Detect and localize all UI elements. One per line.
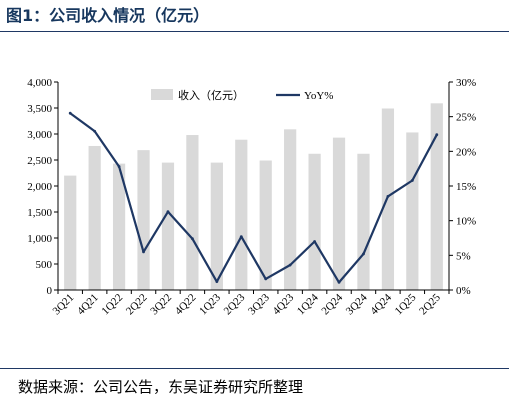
- y-right-tick-label: 30%: [456, 77, 476, 89]
- legend-label-bar: 收入（亿元）: [178, 88, 244, 102]
- bar-3Q22: [161, 162, 175, 290]
- bar-2Q25: [430, 103, 443, 290]
- yoy-point-4Q21: [93, 129, 97, 133]
- bar-4Q24: [381, 108, 395, 291]
- x-tick-label-4Q22: 4Q22: [173, 292, 199, 318]
- legend-label-line: YoY%: [304, 90, 333, 102]
- y-left-tick-label: 4,000: [27, 77, 52, 89]
- bar-1Q23: [210, 162, 223, 290]
- y-right-tick-label: 25%: [456, 112, 476, 124]
- yoy-point-1Q23: [215, 280, 219, 284]
- x-tick-label-4Q23: 4Q23: [271, 291, 297, 317]
- y-right-tick-label: 10%: [456, 216, 476, 228]
- x-tick-label-3Q21: 3Q21: [51, 292, 77, 318]
- title-rule: [0, 31, 509, 32]
- x-tick-label-3Q22: 3Q22: [148, 292, 174, 318]
- y-left-tick-label: 3,500: [27, 103, 52, 115]
- y-left-tick-label: 1,500: [27, 207, 52, 219]
- y-right-tick-label: 15%: [456, 181, 476, 193]
- yoy-point-3Q21: [68, 111, 72, 115]
- y-left-tick-label: 1,000: [27, 233, 52, 245]
- yoy-point-2Q24: [337, 280, 341, 284]
- legend-swatch-bar: [151, 89, 173, 100]
- yoy-point-4Q23: [288, 263, 292, 267]
- x-tick-label-2Q24: 2Q24: [319, 291, 345, 317]
- bar-2Q22: [137, 150, 150, 290]
- yoy-point-2Q23: [239, 235, 243, 239]
- bar-3Q24: [357, 153, 370, 290]
- x-tick-label-3Q24: 3Q24: [344, 291, 370, 317]
- y-left-tick-label: 3,000: [27, 129, 52, 141]
- bar-4Q21: [88, 145, 101, 290]
- x-tick-label-1Q25: 1Q25: [393, 291, 419, 317]
- y-right-tick-label: 5%: [456, 250, 471, 262]
- yoy-point-1Q22: [117, 165, 121, 168]
- source-rule: [0, 368, 509, 369]
- yoy-point-4Q22: [191, 237, 194, 241]
- bar-3Q23: [259, 160, 272, 290]
- x-tick-label-2Q22: 2Q22: [124, 292, 150, 318]
- bar-2Q23: [235, 139, 248, 290]
- bar-4Q23: [284, 129, 297, 290]
- x-tick-label-1Q22: 1Q22: [99, 292, 125, 318]
- bar-4Q22: [186, 135, 199, 290]
- yoy-point-1Q24: [313, 240, 316, 243]
- x-tick-label-2Q25: 2Q25: [417, 291, 443, 317]
- yoy-point-1Q25: [410, 179, 414, 182]
- bar-1Q22: [112, 163, 126, 290]
- yoy-point-3Q24: [362, 252, 365, 256]
- x-tick-label-4Q21: 4Q21: [75, 292, 101, 318]
- yoy-point-3Q23: [264, 277, 268, 281]
- y-left-tick-label: 0: [47, 285, 53, 297]
- yoy-line: [69, 112, 438, 284]
- yoy-point-2Q22: [142, 250, 145, 254]
- y-left-tick-label: 500: [36, 259, 53, 271]
- y-right-tick-label: 0%: [456, 285, 471, 297]
- source-note: 数据来源：公司公告，东吴证券研究所整理: [18, 378, 304, 396]
- figure-title: 图1：公司收入情况（亿元）: [6, 6, 210, 25]
- bar-2Q24: [332, 137, 346, 290]
- yoy-point-3Q22: [166, 210, 170, 214]
- x-tick-label-1Q24: 1Q24: [295, 291, 321, 317]
- yoy-point-4Q24: [386, 195, 390, 198]
- x-tick-label-3Q23: 3Q23: [246, 291, 272, 317]
- x-tick-label-4Q24: 4Q24: [368, 291, 394, 317]
- bar-1Q24: [308, 153, 321, 290]
- y-left-tick-label: 2,500: [27, 155, 52, 167]
- x-tick-label-1Q23: 1Q23: [197, 291, 223, 317]
- x-tick-label-2Q23: 2Q23: [222, 291, 248, 317]
- bar-3Q21: [64, 175, 77, 290]
- bar-1Q25: [406, 132, 419, 290]
- yoy-point-2Q25: [435, 133, 439, 137]
- y-left-tick-label: 2,000: [27, 181, 52, 193]
- y-right-tick-label: 20%: [456, 146, 476, 158]
